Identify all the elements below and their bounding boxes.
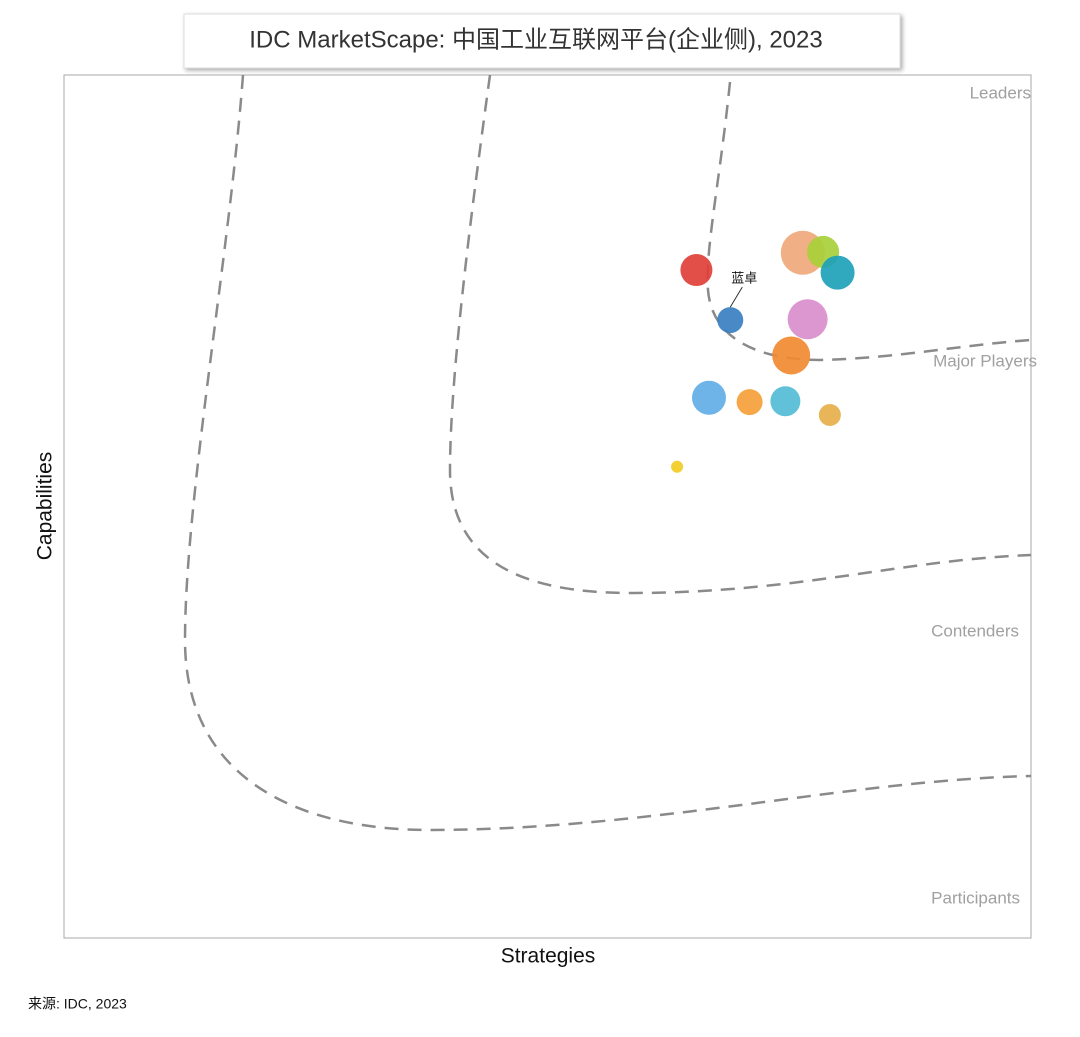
plot-frame — [63, 74, 1032, 939]
bubble — [787, 299, 828, 340]
bubble — [717, 307, 744, 334]
chart-title: IDC MarketScape: 中国工业互联网平台(企业侧), 2023 — [249, 26, 822, 53]
bubble — [770, 386, 801, 417]
title-box — [183, 13, 901, 69]
bubble — [671, 460, 684, 473]
label-leader — [729, 286, 743, 308]
zone-boundary — [706, 81, 1032, 362]
bubble-label: 蓝卓 — [731, 271, 757, 286]
x-axis-label: Strategies — [501, 945, 596, 968]
zone-label: Leaders — [970, 83, 1031, 102]
y-axis-label: Capabilities — [34, 452, 57, 561]
bubble — [772, 336, 811, 375]
bubble — [736, 389, 763, 416]
zone-boundary — [183, 74, 1032, 832]
source-note: 来源: IDC, 2023 — [28, 996, 127, 1012]
bubble — [680, 254, 713, 287]
bubble — [691, 380, 726, 415]
zone-label: Participants — [931, 888, 1020, 907]
bubble — [818, 404, 841, 427]
zone-label: Contenders — [931, 621, 1019, 640]
bubble — [820, 255, 855, 290]
zone-label: Major Players — [933, 351, 1037, 370]
zone-boundary — [448, 74, 1032, 595]
